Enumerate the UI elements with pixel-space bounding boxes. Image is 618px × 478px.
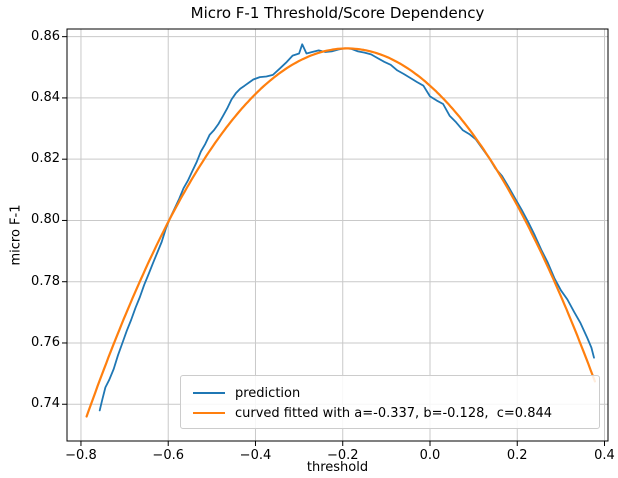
- series-lines: [85, 43, 597, 418]
- x-tick-label: 0.4: [594, 448, 615, 463]
- x-axis-label: threshold: [306, 460, 369, 475]
- x-tick-label: −0.4: [239, 448, 272, 463]
- prediction-line-swatch: [193, 391, 225, 395]
- y-tick-label: 0.74: [31, 396, 60, 412]
- legend-entry-prediction: prediction: [193, 383, 589, 403]
- legend-entry-fitted: curved fitted with a=-0.337, b=-0.128, c…: [193, 403, 589, 423]
- y-tick-label: 0.82: [31, 151, 60, 167]
- chart-title: Micro F-1 Threshold/Score Dependency: [190, 4, 485, 22]
- x-tick-label: −0.8: [65, 448, 97, 463]
- plot-border: [66, 28, 609, 442]
- y-tick-label: 0.78: [31, 273, 60, 289]
- legend-label-prediction: prediction: [235, 385, 301, 401]
- x-tick-label: −0.6: [152, 448, 184, 463]
- x-tick-label: −0.2: [326, 448, 359, 463]
- fitted-curve-line: [85, 47, 597, 418]
- legend: prediction curved fitted with a=-0.337, …: [180, 375, 600, 429]
- y-tick-label: 0.76: [31, 334, 60, 350]
- y-axis-label: micro F-1: [8, 204, 24, 266]
- prediction-line: [98, 43, 595, 412]
- x-tick-label: 0.0: [419, 448, 441, 463]
- y-tick-label: 0.80: [31, 212, 60, 228]
- legend-label-fitted: curved fitted with a=-0.337, b=-0.128, c…: [235, 405, 553, 421]
- fitted-line-swatch: [193, 411, 225, 415]
- axes-spines-and-ticks: [62, 28, 609, 446]
- grid-lines: [67, 29, 608, 441]
- x-tick-label: 0.2: [506, 448, 528, 463]
- y-tick-label: 0.84: [31, 89, 60, 105]
- y-tick-label: 0.86: [31, 28, 60, 44]
